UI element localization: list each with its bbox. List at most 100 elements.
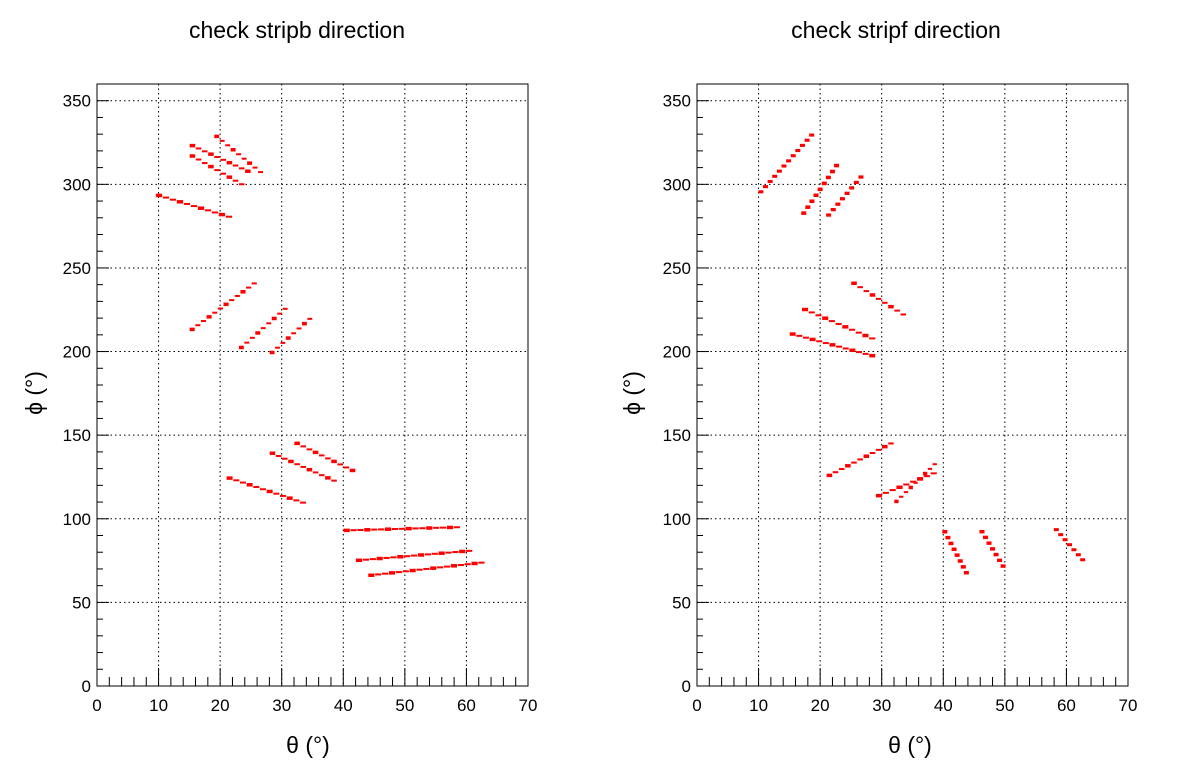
data-bin <box>218 212 226 217</box>
data-bin <box>249 336 255 339</box>
plot-frame <box>696 83 1129 687</box>
data-bin <box>772 174 778 178</box>
data-bin <box>957 559 963 563</box>
data-bin <box>214 134 220 139</box>
data-bin <box>388 571 396 575</box>
data-bin <box>395 571 402 574</box>
data-bin <box>258 171 263 174</box>
data-bin <box>813 193 819 198</box>
data-bin <box>280 341 286 344</box>
data-bin <box>251 282 257 285</box>
data-bin <box>832 471 839 474</box>
data-bin <box>288 459 294 464</box>
data-bin <box>1062 538 1068 542</box>
data-bin <box>190 205 198 208</box>
data-bin <box>375 573 382 576</box>
x-tick-label: 20 <box>811 696 830 715</box>
data-bin <box>343 466 350 469</box>
data-bin <box>979 529 985 534</box>
data-bin <box>234 294 240 297</box>
data-bin <box>927 467 933 470</box>
x-tick-label: 30 <box>872 696 891 715</box>
data-bin <box>795 148 801 153</box>
data-bin <box>357 528 364 531</box>
data-bin <box>349 468 356 473</box>
data-bin <box>1000 564 1006 568</box>
x-axis-title: θ (°) <box>888 732 932 758</box>
data-bin <box>882 491 889 494</box>
data-bin <box>247 161 253 165</box>
data-bin <box>856 351 862 354</box>
data-bin <box>863 290 870 293</box>
data-bin <box>954 553 960 557</box>
data-bin <box>318 474 325 477</box>
y-tick-label: 200 <box>663 343 691 362</box>
x-tick-label: 50 <box>995 696 1014 715</box>
data-bin <box>826 213 832 217</box>
data-bin <box>997 558 1003 563</box>
data-bin <box>253 486 260 489</box>
data-bin <box>889 489 896 492</box>
data-bin <box>851 461 857 464</box>
data-bin <box>197 206 205 210</box>
data-bin <box>851 281 857 286</box>
data-bin <box>273 492 280 495</box>
data-bin <box>405 526 412 531</box>
data-bin <box>945 535 951 540</box>
data-bin <box>411 554 418 557</box>
data-bin <box>214 155 220 158</box>
data-bin <box>307 317 313 320</box>
data-bin <box>384 527 392 531</box>
data-bin <box>821 181 827 186</box>
data-bin <box>882 444 888 449</box>
x-tick-label: 70 <box>519 696 538 715</box>
data-bin <box>845 464 851 468</box>
x-tick-label: 30 <box>272 696 291 715</box>
data-bin <box>855 331 862 334</box>
data-bin <box>368 573 375 577</box>
data-bin <box>230 148 236 152</box>
data-bin <box>438 551 445 555</box>
data-bin <box>835 202 841 206</box>
data-bin <box>910 480 917 483</box>
x-tick-label: 60 <box>457 696 476 715</box>
panel-stripf: check stripf direction θ (°) ϕ (°) 0 10 20… <box>619 17 1137 758</box>
data-bin <box>246 483 253 487</box>
data-bin <box>903 491 909 494</box>
data-bin <box>280 494 286 497</box>
data-bin <box>471 561 478 566</box>
data-bin <box>805 205 811 209</box>
data-bin <box>900 313 907 316</box>
data-bin <box>277 312 283 315</box>
data-bin <box>869 353 876 358</box>
data-bin <box>208 164 214 169</box>
data-bin <box>809 133 815 137</box>
data-bin <box>294 463 300 466</box>
data-bin <box>446 525 454 530</box>
data-bin <box>829 343 836 347</box>
data-bin <box>932 463 937 466</box>
data-bin <box>236 153 242 156</box>
data-bin <box>189 327 195 332</box>
data-bin <box>201 150 208 153</box>
data-bin <box>862 352 869 355</box>
data-bin <box>238 183 245 186</box>
y-tick-label: 100 <box>663 510 691 529</box>
x-tick-label: 60 <box>1057 696 1076 715</box>
x-tick-label: 0 <box>692 696 701 715</box>
data-bin <box>894 499 899 504</box>
data-bin <box>306 448 313 451</box>
data-bin <box>1075 553 1081 557</box>
data-bin <box>888 442 894 445</box>
data-bin <box>331 479 337 482</box>
data-bin <box>853 180 859 185</box>
data-bin <box>343 528 350 533</box>
data-bin <box>817 187 823 192</box>
data-bin <box>409 568 416 573</box>
data-bin <box>201 162 208 165</box>
x-tick-label: 0 <box>92 696 101 715</box>
y-tick-label: 0 <box>82 677 91 696</box>
y-tick-label: 150 <box>663 426 691 445</box>
data-bin <box>189 154 196 158</box>
